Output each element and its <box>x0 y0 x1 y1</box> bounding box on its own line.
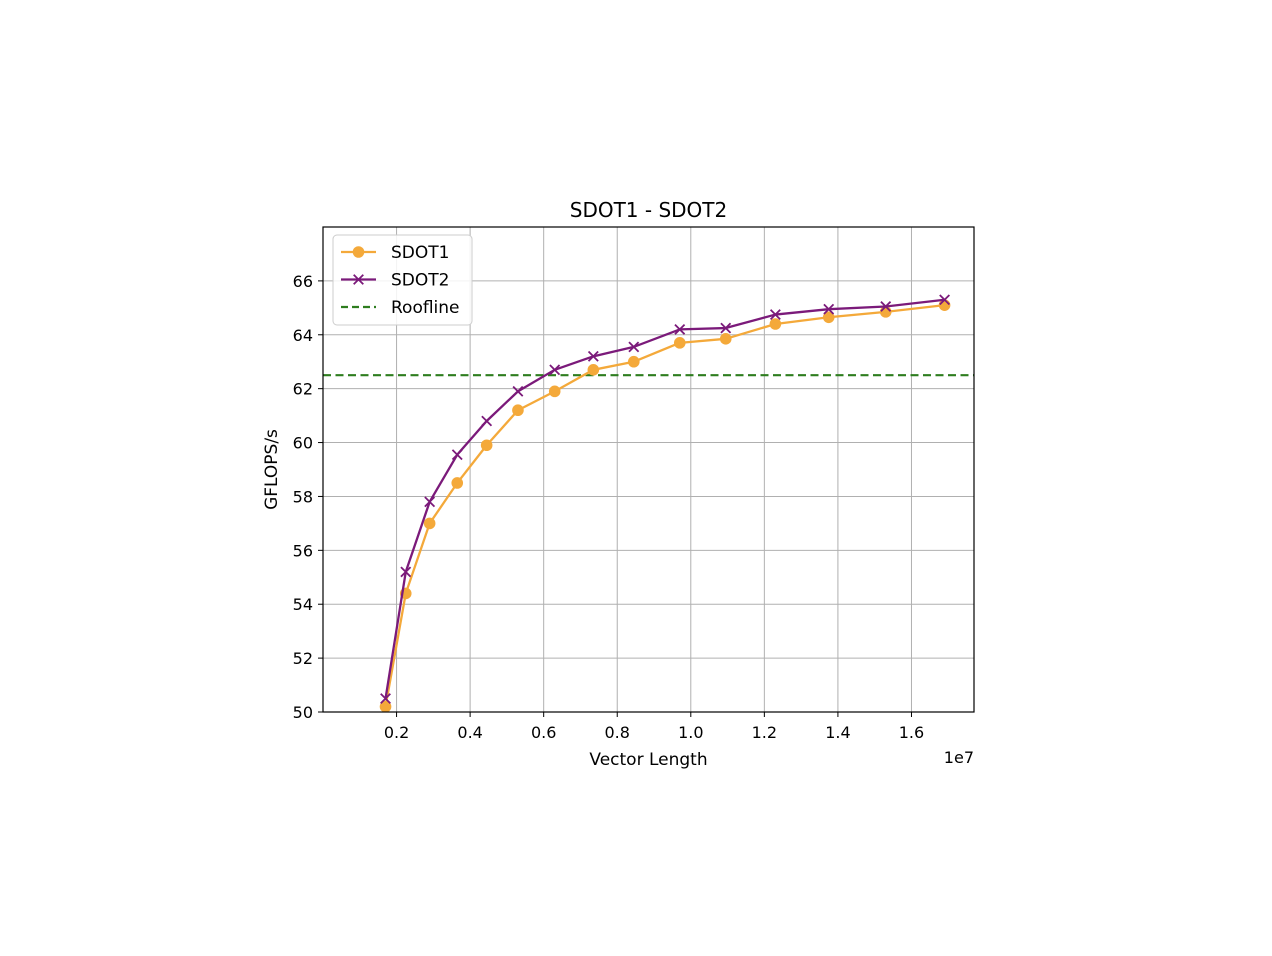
y-tick-label: 60 <box>293 434 313 453</box>
plot-frame <box>322 226 975 713</box>
y-tick-label: 54 <box>293 595 313 614</box>
y-tick-label: 50 <box>293 703 313 722</box>
legend-item-sdot2: SDOT2 <box>341 271 449 291</box>
y-axis-ticks: 50 52 54 56 58 60 62 64 66 <box>293 272 323 722</box>
y-tick-label: 64 <box>293 326 313 345</box>
data-point <box>720 322 732 334</box>
data-point <box>549 364 561 376</box>
x-tick-label: 0.6 <box>531 723 556 742</box>
x-tick-label: 1.2 <box>752 723 777 742</box>
data-point <box>548 385 561 398</box>
data-point <box>512 404 524 417</box>
legend-label: Roofline <box>391 298 460 318</box>
x-tick-label: 1.6 <box>899 723 924 742</box>
data-point <box>674 323 686 335</box>
data-point <box>939 294 951 306</box>
data-point <box>451 477 464 489</box>
data-point <box>423 517 436 530</box>
x-axis-offset-text: 1e7 <box>944 748 974 767</box>
y-tick-label: 58 <box>293 487 313 506</box>
grid <box>323 227 974 713</box>
y-tick-label: 66 <box>293 272 313 291</box>
legend-item-sdot1: SDOT1 <box>341 243 449 263</box>
data-point <box>379 700 392 713</box>
data-point <box>880 301 892 312</box>
data-point <box>481 415 493 427</box>
legend-label: SDOT1 <box>391 243 449 263</box>
legend-item-roofline: Roofline <box>341 298 460 318</box>
chart-title: SDOT1 - SDOT2 <box>570 198 728 222</box>
data-point <box>822 311 835 324</box>
x-axis-label: Vector Length <box>589 750 707 770</box>
data-point <box>451 449 463 461</box>
series-sdot2 <box>380 294 951 704</box>
x-tick-label: 0.4 <box>457 723 482 742</box>
y-tick-label: 52 <box>293 649 313 668</box>
y-tick-label: 62 <box>293 380 313 399</box>
x-axis-ticks: 0.2 0.4 0.6 0.8 1.0 1.2 1.4 1.6 <box>384 712 924 742</box>
legend-marker <box>352 246 365 258</box>
data-point <box>769 318 782 330</box>
x-tick-label: 1.0 <box>678 723 703 742</box>
y-axis-label: GFLOPS/s <box>262 429 282 510</box>
data-point <box>719 333 732 345</box>
data-point <box>400 566 412 578</box>
data-point <box>424 496 436 508</box>
y-tick-label: 56 <box>293 541 313 560</box>
data-point <box>627 355 640 368</box>
legend-marker <box>353 274 364 285</box>
legend-frame <box>332 234 473 326</box>
x-tick-label: 0.2 <box>384 723 409 742</box>
data-point <box>380 693 391 704</box>
data-point <box>628 341 640 353</box>
data-point <box>587 364 600 376</box>
data-point <box>512 385 524 397</box>
legend-label: SDOT2 <box>391 271 449 291</box>
data-point <box>587 350 599 362</box>
x-tick-label: 0.8 <box>605 723 630 742</box>
x-tick-label: 1.4 <box>825 723 850 742</box>
data-point <box>769 309 781 321</box>
series-layer <box>379 294 951 713</box>
data-point <box>823 303 835 315</box>
legend: SDOT1 SDOT2 Roofline <box>332 234 473 326</box>
data-point <box>480 439 493 452</box>
data-point <box>673 337 686 349</box>
